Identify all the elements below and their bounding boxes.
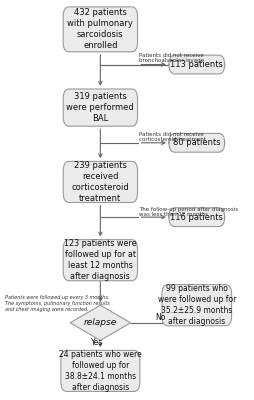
FancyBboxPatch shape bbox=[63, 7, 137, 52]
Text: 123 patients were
followed up for at
least 12 months
after diagnosis: 123 patients were followed up for at lea… bbox=[64, 239, 136, 281]
FancyBboxPatch shape bbox=[63, 161, 137, 202]
Text: 116 patients: 116 patients bbox=[170, 213, 222, 222]
Text: Yes: Yes bbox=[90, 338, 103, 347]
FancyBboxPatch shape bbox=[161, 285, 231, 326]
FancyBboxPatch shape bbox=[168, 134, 224, 152]
Polygon shape bbox=[70, 305, 130, 340]
FancyBboxPatch shape bbox=[61, 350, 139, 392]
Text: 24 patients who were
followed up for
38.8±24.1 months
after diagnosis: 24 patients who were followed up for 38.… bbox=[59, 350, 141, 392]
Text: 239 patients
received
corticosteroid
treatment: 239 patients received corticosteroid tre… bbox=[71, 161, 129, 203]
Text: 80 patients: 80 patients bbox=[172, 138, 220, 147]
Text: Patients were followed up every 3 months.
The symptoms, pulmonary function resul: Patients were followed up every 3 months… bbox=[5, 295, 109, 312]
Text: 99 patients who
were followed up for
35.2±25.9 months
after diagnosis: 99 patients who were followed up for 35.… bbox=[157, 284, 235, 326]
FancyBboxPatch shape bbox=[168, 208, 224, 226]
Text: 319 patients
were performed
BAL: 319 patients were performed BAL bbox=[66, 92, 134, 123]
Text: relapse: relapse bbox=[83, 318, 117, 327]
Text: 113 patients: 113 patients bbox=[170, 60, 222, 69]
FancyBboxPatch shape bbox=[168, 55, 224, 74]
Text: The follow-up period after diagnosis
was less than 12 months: The follow-up period after diagnosis was… bbox=[138, 207, 237, 218]
Text: Patients did not receive
bronchoalveolar lavage: Patients did not receive bronchoalveolar… bbox=[138, 52, 203, 63]
Text: Patients did not receive
corticosteroid treatment: Patients did not receive corticosteroid … bbox=[138, 132, 205, 142]
FancyBboxPatch shape bbox=[63, 240, 137, 281]
Text: No: No bbox=[155, 313, 165, 322]
Text: 432 patients
with pulmonary
sarcoidosis
enrolled: 432 patients with pulmonary sarcoidosis … bbox=[67, 8, 133, 50]
FancyBboxPatch shape bbox=[63, 89, 137, 126]
